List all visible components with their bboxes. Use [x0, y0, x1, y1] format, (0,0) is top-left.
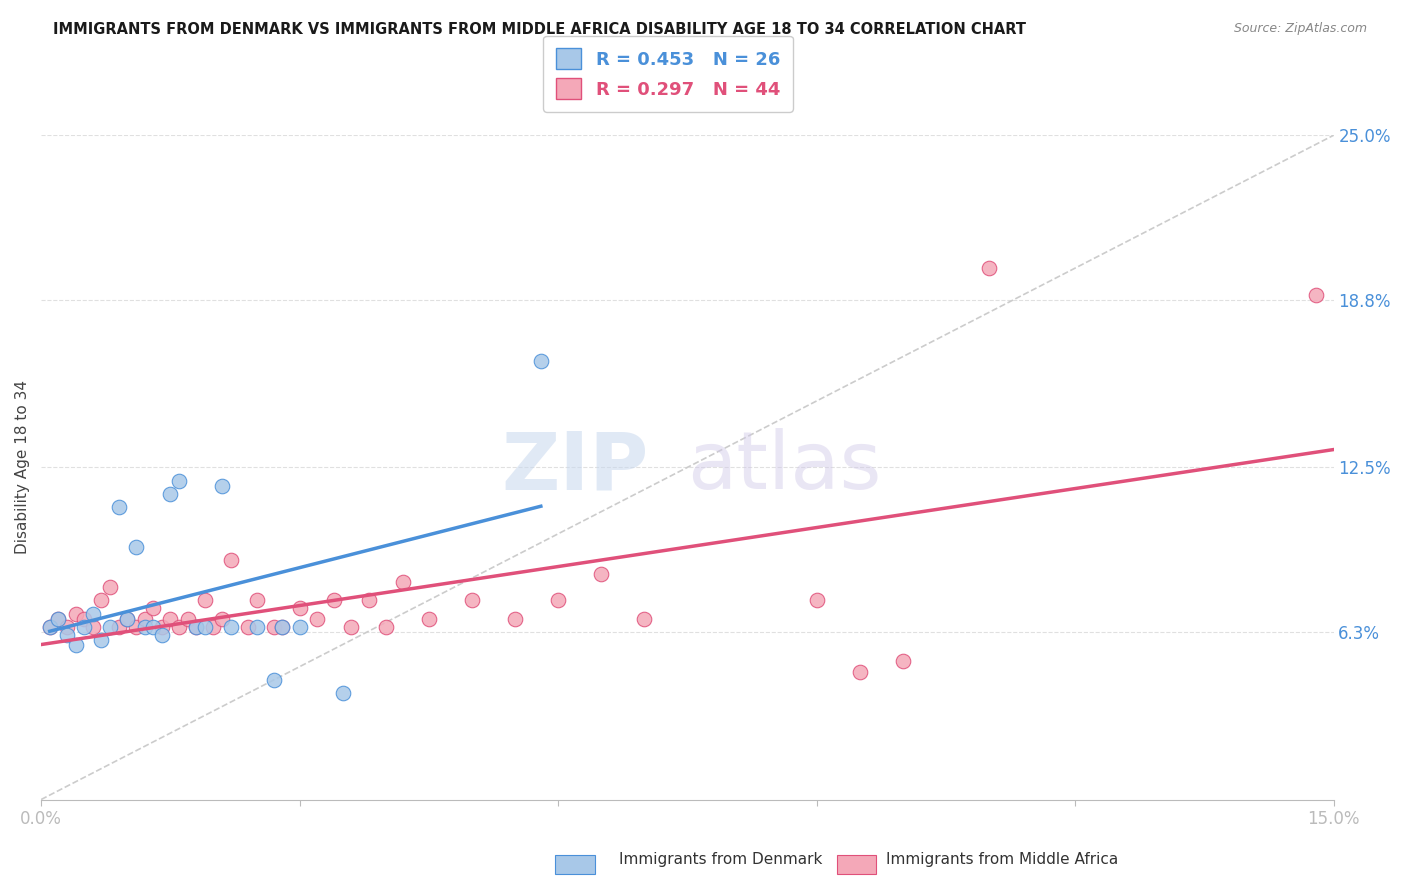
Text: ZIP: ZIP [502, 428, 648, 507]
Point [82, 620, 104, 634]
Point [150, 628, 173, 642]
Point [357, 593, 380, 607]
Point [245, 593, 267, 607]
Point [159, 487, 181, 501]
Point [56, 620, 79, 634]
Point [288, 620, 311, 634]
Point [150, 620, 173, 634]
Point [305, 612, 328, 626]
Y-axis label: Disability Age 18 to 34: Disability Age 18 to 34 [15, 380, 30, 555]
Point [117, 612, 139, 626]
Point [134, 620, 156, 634]
Point [547, 593, 569, 607]
Point [211, 479, 233, 493]
Text: Immigrants from Denmark: Immigrants from Denmark [619, 852, 823, 867]
Point [332, 686, 354, 700]
Point [418, 612, 440, 626]
Point [107, 500, 129, 515]
Point [288, 601, 311, 615]
Point [848, 665, 870, 679]
Point [806, 593, 828, 607]
Point [82, 607, 104, 621]
Text: IMMIGRANTS FROM DENMARK VS IMMIGRANTS FROM MIDDLE AFRICA DISABILITY AGE 18 TO 34: IMMIGRANTS FROM DENMARK VS IMMIGRANTS FR… [53, 22, 1026, 37]
Point [117, 612, 139, 626]
Point [271, 620, 294, 634]
Point [374, 620, 396, 634]
Point [194, 620, 217, 634]
Point [98, 580, 121, 594]
Point [159, 612, 181, 626]
Point [263, 673, 285, 687]
Point [530, 354, 553, 368]
Point [107, 620, 129, 634]
Point [219, 553, 242, 567]
Point [236, 620, 259, 634]
Point [142, 601, 165, 615]
Point [194, 593, 217, 607]
Point [977, 261, 1000, 276]
Point [503, 612, 526, 626]
Point [186, 620, 208, 634]
Point [73, 612, 96, 626]
Point [46, 612, 69, 626]
Point [167, 620, 190, 634]
Point [125, 620, 148, 634]
Point [340, 620, 363, 634]
Point [245, 620, 267, 634]
Point [891, 654, 914, 668]
Text: Source: ZipAtlas.com: Source: ZipAtlas.com [1233, 22, 1367, 36]
Point [461, 593, 484, 607]
Point [633, 612, 655, 626]
Point [90, 593, 112, 607]
Point [211, 612, 233, 626]
Point [73, 620, 96, 634]
Text: atlas: atlas [688, 428, 882, 507]
Point [263, 620, 285, 634]
Point [392, 574, 415, 589]
Point [219, 620, 242, 634]
Point [56, 628, 79, 642]
Point [202, 620, 225, 634]
Point [65, 639, 87, 653]
Legend: R = 0.453   N = 26, R = 0.297   N = 44: R = 0.453 N = 26, R = 0.297 N = 44 [543, 36, 793, 112]
Point [167, 474, 190, 488]
Point [65, 607, 87, 621]
Text: Immigrants from Middle Africa: Immigrants from Middle Africa [886, 852, 1118, 867]
Point [38, 620, 60, 634]
Point [142, 620, 165, 634]
Point [134, 612, 156, 626]
Point [176, 612, 198, 626]
Point [98, 620, 121, 634]
Point [90, 633, 112, 648]
Point [186, 620, 208, 634]
Point [271, 620, 294, 634]
Point [46, 612, 69, 626]
Point [591, 566, 613, 581]
Point [1305, 287, 1327, 301]
Point [38, 620, 60, 634]
Point [125, 540, 148, 554]
Point [323, 593, 346, 607]
